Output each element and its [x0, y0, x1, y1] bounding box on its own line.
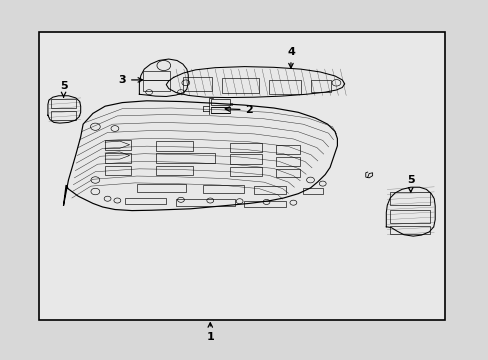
Bar — [229, 154, 261, 164]
Bar — [244, 201, 285, 207]
Bar — [203, 185, 244, 193]
Text: 2: 2 — [225, 105, 253, 115]
Bar — [211, 107, 229, 113]
Bar — [222, 78, 259, 93]
Text: 3: 3 — [118, 75, 142, 85]
Bar — [303, 188, 322, 194]
Bar — [389, 192, 429, 205]
Bar — [276, 157, 299, 166]
Bar — [51, 99, 76, 108]
Bar — [268, 80, 300, 94]
Bar — [156, 141, 193, 151]
Bar — [211, 99, 229, 105]
Bar — [124, 198, 166, 204]
Bar — [156, 153, 215, 163]
Bar — [229, 143, 261, 152]
Bar — [51, 111, 76, 120]
Bar — [105, 140, 130, 150]
Text: 1: 1 — [206, 323, 214, 342]
Bar — [276, 145, 299, 154]
Bar — [183, 77, 211, 91]
Bar — [39, 32, 444, 320]
Text: 5: 5 — [60, 81, 67, 97]
Bar — [389, 226, 429, 234]
Bar — [276, 169, 299, 177]
Bar — [310, 80, 330, 92]
Bar — [105, 166, 130, 175]
Bar — [156, 166, 193, 175]
Bar — [229, 167, 261, 176]
Text: 4: 4 — [286, 47, 294, 68]
Text: 5: 5 — [406, 175, 414, 192]
Bar — [137, 184, 185, 192]
Bar — [143, 71, 170, 80]
Bar — [143, 80, 170, 91]
Bar — [389, 210, 429, 223]
Bar — [176, 199, 234, 206]
Bar — [254, 186, 285, 194]
Bar — [105, 153, 130, 163]
